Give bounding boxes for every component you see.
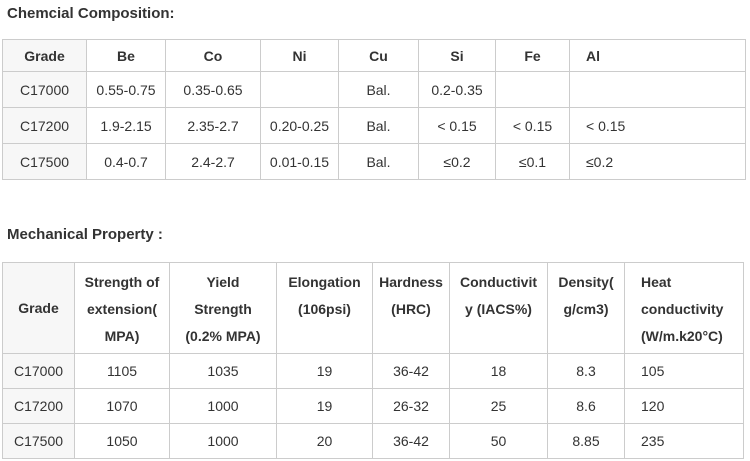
table-cell: 0.01-0.15: [260, 143, 339, 180]
table-cell: 235: [624, 423, 744, 459]
table-cell: Bal.: [338, 143, 419, 180]
table-cell: 120: [624, 388, 744, 424]
grade-cell: C17000: [2, 353, 75, 389]
mechanical-property-section: Mechanical Property : Grade Strength of …: [2, 227, 750, 459]
grade-cell: C17200: [2, 107, 87, 144]
mechanical-property-title: Mechanical Property :: [7, 226, 163, 243]
table-cell: 1000: [169, 423, 277, 459]
header-cell-ni: Ni: [260, 39, 339, 72]
table-cell: 1035: [169, 353, 277, 389]
mechanical-property-table: Grade Strength of extension( MPA) Yield …: [2, 262, 744, 459]
table-cell: Bal.: [338, 71, 419, 108]
header-cell-grade: Grade: [2, 262, 75, 354]
table-cell: 50: [449, 423, 548, 459]
table-row: C17200 1.9-2.15 2.35-2.7 0.20-0.25 Bal. …: [2, 107, 746, 144]
table-cell: 20: [276, 423, 373, 459]
table-cell: 18: [449, 353, 548, 389]
header-cell-co: Co: [165, 39, 261, 72]
table-row: C17000 0.55-0.75 0.35-0.65 Bal. 0.2-0.35: [2, 71, 746, 108]
table-cell: 19: [276, 353, 373, 389]
header-cell-grade: Grade: [2, 39, 87, 72]
table-cell: 1050: [74, 423, 170, 459]
table-cell: 26-32: [372, 388, 450, 424]
table-cell: 2.35-2.7: [165, 107, 261, 144]
grade-cell: C17500: [2, 423, 75, 459]
grade-cell: C17500: [2, 143, 87, 180]
header-cell-si: Si: [418, 39, 496, 72]
table-cell: 1105: [74, 353, 170, 389]
table-cell: 8.6: [547, 388, 625, 424]
table-cell: ≤0.1: [495, 143, 570, 180]
table-header-row: Grade Strength of extension( MPA) Yield …: [2, 262, 744, 354]
table-cell: 1.9-2.15: [86, 107, 166, 144]
chemical-composition-title: Chemcial Composition:: [7, 5, 175, 22]
table-cell: 19: [276, 388, 373, 424]
header-cell-fe: Fe: [495, 39, 570, 72]
table-cell: 1000: [169, 388, 277, 424]
chemical-composition-section: Chemcial Composition: Grade Be Co Ni Cu …: [2, 6, 750, 180]
table-cell: 2.4-2.7: [165, 143, 261, 180]
table-cell: ≤0.2: [418, 143, 496, 180]
header-cell-density: Density( g/cm3): [547, 262, 625, 354]
table-row: C17500 0.4-0.7 2.4-2.7 0.01-0.15 Bal. ≤0…: [2, 143, 746, 180]
header-cell-be: Be: [86, 39, 166, 72]
header-cell-al: Al: [569, 39, 746, 72]
table-cell: 25: [449, 388, 548, 424]
table-cell: 0.2-0.35: [418, 71, 496, 108]
table-row: C17200 1070 1000 19 26-32 25 8.6 120: [2, 388, 744, 424]
table-cell: 0.20-0.25: [260, 107, 339, 144]
chemical-composition-table: Grade Be Co Ni Cu Si Fe Al C17000 0.55-0…: [2, 39, 746, 180]
table-cell: 0.4-0.7: [86, 143, 166, 180]
header-cell-hardness: Hardness (HRC): [372, 262, 450, 354]
table-cell: 105: [624, 353, 744, 389]
table-cell: 36-42: [372, 423, 450, 459]
table-cell: Bal.: [338, 107, 419, 144]
header-cell-strength-of-extension: Strength of extension( MPA): [74, 262, 170, 354]
grade-cell: C17200: [2, 388, 75, 424]
header-cell-elongation: Elongation (106psi): [276, 262, 373, 354]
header-cell-yield-strength: Yield Strength (0.2% MPA): [169, 262, 277, 354]
header-cell-conductivity: Conductivit y (IACS%): [449, 262, 548, 354]
header-cell-heat-conductivity: Heat conductivity (W/m.k20°C): [624, 262, 744, 354]
table-cell: 36-42: [372, 353, 450, 389]
table-cell: 1070: [74, 388, 170, 424]
table-cell: 8.85: [547, 423, 625, 459]
table-cell: < 0.15: [418, 107, 496, 144]
table-header-row: Grade Be Co Ni Cu Si Fe Al: [2, 39, 746, 72]
grade-cell: C17000: [2, 71, 87, 108]
table-cell: 0.35-0.65: [165, 71, 261, 108]
table-cell: 0.55-0.75: [86, 71, 166, 108]
table-row: C17000 1105 1035 19 36-42 18 8.3 105: [2, 353, 744, 389]
table-cell: [260, 71, 339, 108]
table-cell: < 0.15: [495, 107, 570, 144]
header-cell-cu: Cu: [338, 39, 419, 72]
table-row: C17500 1050 1000 20 36-42 50 8.85 235: [2, 423, 744, 459]
table-cell: 8.3: [547, 353, 625, 389]
table-cell: < 0.15: [569, 107, 746, 144]
table-cell: ≤0.2: [569, 143, 746, 180]
table-cell: [569, 71, 746, 108]
table-cell: [495, 71, 570, 108]
